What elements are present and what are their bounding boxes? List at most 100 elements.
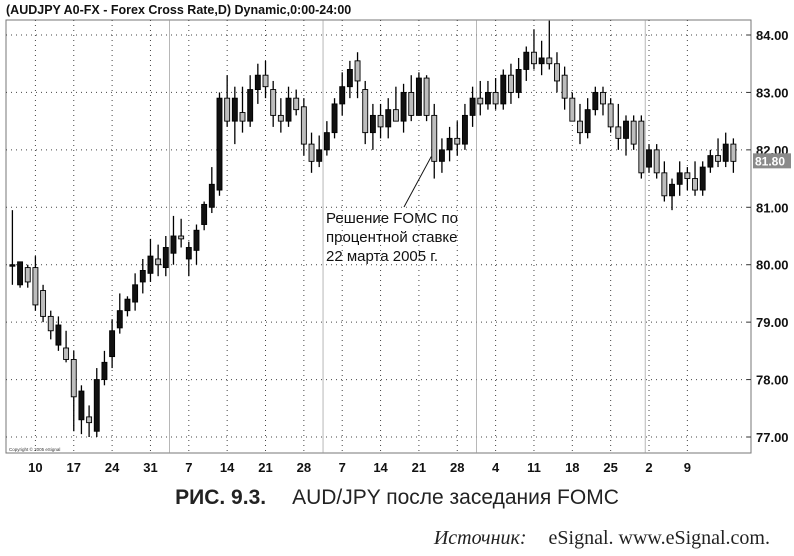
candle — [101, 350, 108, 386]
candle-body — [132, 284, 139, 303]
candle — [676, 161, 683, 196]
candle-body — [86, 416, 93, 424]
y-tick-label: 84.00 — [756, 28, 789, 43]
candle — [408, 75, 415, 122]
candle-body — [231, 97, 238, 122]
candle — [231, 86, 238, 145]
candle — [124, 296, 131, 317]
candle — [722, 132, 729, 168]
candle — [554, 52, 560, 93]
candle — [392, 86, 399, 122]
annotation-line-1: Решение FOMC по — [326, 210, 458, 227]
candle — [369, 103, 376, 150]
candle-body — [630, 120, 637, 145]
candle-body — [554, 63, 560, 82]
candle-body — [676, 172, 683, 185]
candle-body — [285, 97, 292, 122]
candle — [469, 86, 476, 127]
candle-body — [584, 109, 591, 134]
candle — [607, 98, 614, 133]
source-line: Источник: eSignal. www.eSignal.com. — [434, 527, 770, 550]
candle-body — [17, 261, 24, 286]
candle-body — [722, 143, 729, 162]
candle-body — [369, 114, 376, 134]
candle-body — [201, 203, 208, 225]
candle-body — [423, 77, 430, 116]
candle — [715, 138, 721, 168]
candle — [17, 261, 24, 288]
candle — [669, 178, 675, 211]
candle — [569, 92, 576, 122]
candle-body — [170, 235, 177, 254]
candle — [331, 98, 338, 139]
candle-body — [270, 89, 277, 116]
candle-body — [162, 247, 169, 269]
candle-body — [109, 330, 116, 358]
candle-body — [538, 57, 545, 65]
candle — [185, 241, 192, 277]
candle — [109, 319, 116, 369]
candle-body — [730, 143, 737, 162]
candle — [63, 330, 70, 363]
candle — [308, 132, 315, 173]
x-tick-label: 21 — [258, 460, 272, 475]
candle — [546, 20, 553, 70]
candle-body — [277, 114, 284, 122]
candle-body — [646, 149, 652, 168]
annotation-line-3: 22 марта 2005 г. — [326, 248, 438, 265]
candle-body — [339, 86, 346, 105]
x-tick-label: 14 — [373, 460, 388, 475]
figure-title: AUD/JPY после заседания FOMC — [292, 486, 619, 509]
candle-body — [308, 143, 315, 162]
candle-body — [193, 229, 200, 251]
x-tick-label: 9 — [684, 460, 691, 475]
candle — [515, 57, 522, 99]
candle-body — [546, 57, 553, 65]
candle-body — [93, 379, 100, 432]
candle — [692, 161, 698, 196]
candle — [477, 80, 484, 116]
candle-body — [592, 91, 599, 111]
candle — [431, 103, 438, 179]
candle — [630, 115, 637, 150]
x-tick-label: 17 — [67, 460, 81, 475]
candle-body — [623, 120, 629, 139]
candle — [270, 80, 277, 127]
candle-body — [362, 89, 369, 134]
candle-body — [208, 183, 215, 208]
candle-body — [70, 359, 77, 398]
source-text: eSignal. www.eSignal.com. — [548, 527, 770, 549]
candle-body — [47, 315, 54, 332]
candle-body — [469, 97, 476, 116]
candle-body — [293, 97, 300, 111]
candle-body — [531, 51, 537, 65]
candle — [661, 161, 668, 202]
candle — [531, 29, 537, 70]
candle-body — [239, 112, 246, 122]
y-tick-label: 83.00 — [756, 85, 789, 100]
candle-body — [101, 361, 108, 381]
candle — [78, 385, 85, 435]
candle-body — [124, 298, 131, 312]
candle-body — [692, 178, 698, 191]
candle — [147, 238, 154, 282]
candle-body — [9, 264, 16, 267]
candle — [484, 80, 491, 110]
candle-body — [400, 91, 407, 122]
x-tick-label: 24 — [105, 460, 120, 475]
candle-body — [254, 74, 261, 91]
candle — [224, 75, 231, 127]
candle-body — [699, 166, 706, 191]
candle — [339, 72, 346, 116]
candle — [446, 126, 453, 162]
candle-body — [661, 172, 668, 197]
candle-body — [331, 103, 338, 134]
x-tick-label: 28 — [297, 460, 311, 475]
candle-body — [569, 97, 576, 122]
month-separators — [169, 20, 646, 453]
candle — [623, 115, 629, 156]
last-price-marker — [753, 153, 791, 169]
candle — [500, 69, 507, 110]
x-tick-label: 18 — [565, 460, 579, 475]
candle — [707, 149, 714, 173]
